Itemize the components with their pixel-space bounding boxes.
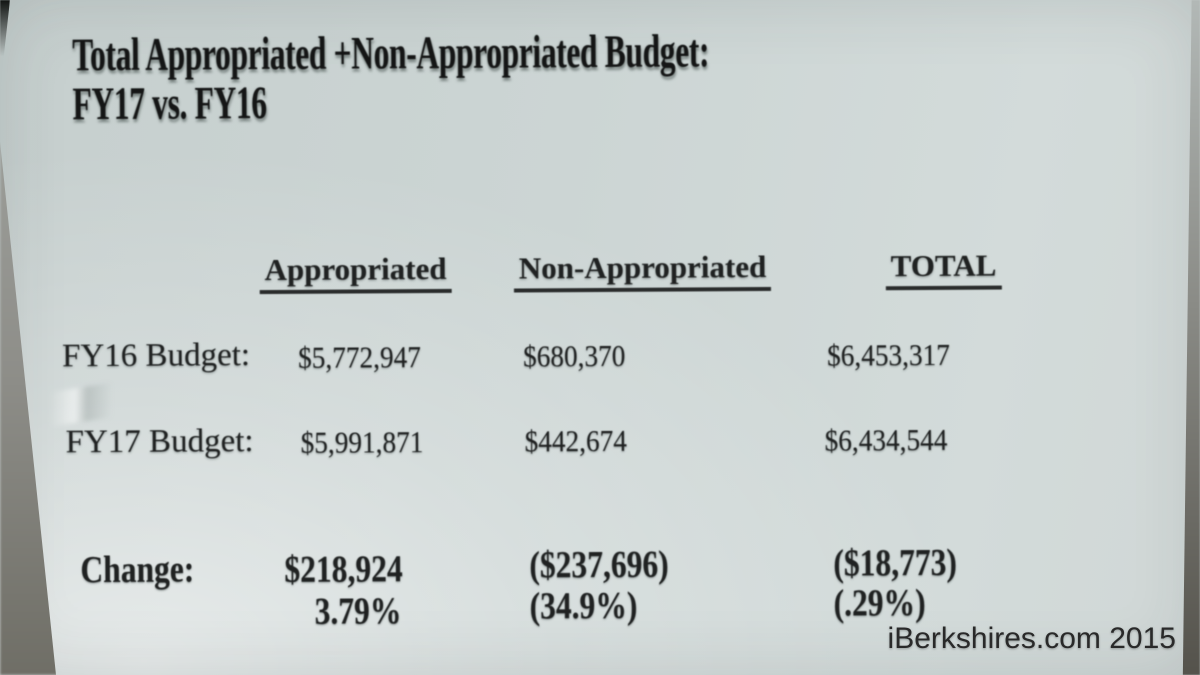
change-non-appropriated-amount: ($237,696) — [529, 543, 669, 587]
fy17-appropriated-value: $5,991,871 — [300, 424, 424, 460]
column-header-appropriated: Appropriated — [259, 250, 452, 295]
change-appropriated-percent: 3.79% — [314, 590, 402, 633]
column-header-total: TOTAL — [885, 247, 1002, 291]
row-label-change: Change: — [80, 548, 195, 592]
row-label-fy17-budget: FY17 Budget: — [65, 423, 254, 461]
screen-edge-top-left — [0, 0, 10, 56]
fy16-total-value: $6,453,317 — [827, 336, 950, 373]
watermark-credit: iBerkshires.com 2015 — [887, 622, 1176, 655]
fy17-non-appropriated-value: $442,674 — [524, 422, 628, 459]
title-line-1: Total Appropriated +Non-Appropriated Bud… — [72, 25, 710, 82]
change-non-appropriated-percent: (34.9%) — [529, 584, 638, 628]
change-total-percent: (.29%) — [833, 582, 926, 625]
change-total-amount: ($18,773) — [833, 541, 958, 585]
slide-title: Total Appropriated +Non-Appropriated Bud… — [72, 25, 1023, 131]
title-line-2: FY17 vs. FY16 — [72, 77, 267, 131]
fy16-appropriated-value: $5,772,947 — [298, 339, 421, 375]
fy16-non-appropriated-value: $680,370 — [523, 337, 626, 374]
fy17-total-value: $6,434,544 — [824, 421, 948, 458]
row-label-fy16-budget: FY16 Budget: — [61, 337, 251, 375]
change-appropriated-amount: $218,924 — [284, 548, 403, 591]
column-header-non-appropriated: Non-Appropriated — [513, 248, 772, 293]
